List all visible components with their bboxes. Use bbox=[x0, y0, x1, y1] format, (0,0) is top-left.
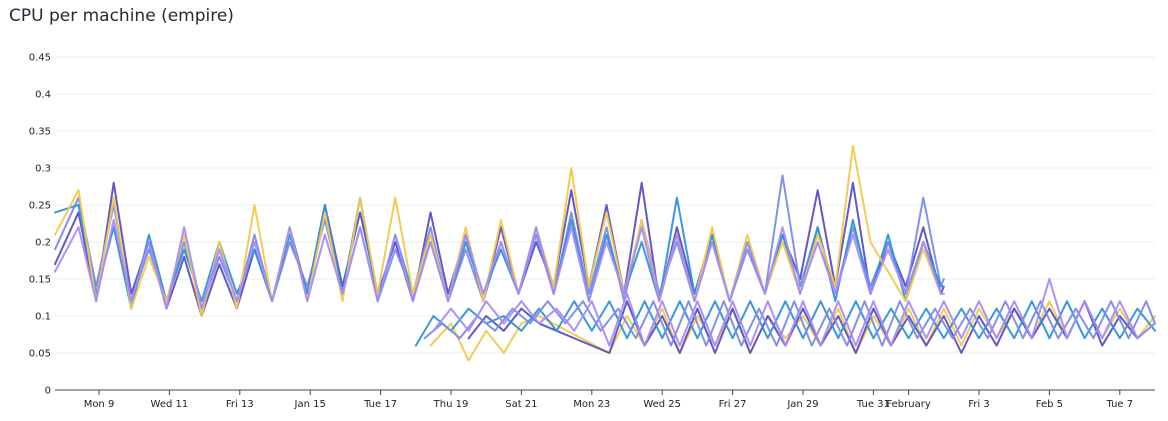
series-line-3 bbox=[54, 196, 945, 310]
series-line-10 bbox=[432, 278, 1156, 347]
y-tick-label: 0.25 bbox=[29, 201, 51, 212]
x-tick-label: Thu 19 bbox=[433, 399, 469, 410]
x-tick-label: February bbox=[886, 399, 930, 410]
x-tick-label: Wed 25 bbox=[643, 399, 681, 410]
y-tick-label: 0.15 bbox=[29, 275, 51, 286]
x-tick-label: Wed 11 bbox=[151, 399, 189, 410]
y-tick-label: 0.4 bbox=[35, 90, 51, 101]
series-lines bbox=[54, 144, 1156, 362]
x-tick-label: Sat 21 bbox=[505, 399, 537, 410]
series-line-5 bbox=[54, 218, 945, 310]
series-line-8 bbox=[414, 300, 1156, 347]
x-tick-label: Tue 17 bbox=[363, 399, 397, 410]
x-tick-label: Feb 5 bbox=[1036, 399, 1063, 410]
y-tick-label: 0 bbox=[45, 386, 51, 397]
x-tick-label: Fri 3 bbox=[968, 399, 989, 410]
x-tick-label: Mon 9 bbox=[84, 399, 115, 410]
y-tick-label: 0.05 bbox=[29, 349, 51, 360]
series-line-9 bbox=[423, 300, 1156, 347]
y-axis-ticks: 0 0.05 0.1 0.15 0.2 0.25 0.3 0.35 0.4 0.45 bbox=[29, 53, 51, 397]
x-tick-label: Jan 15 bbox=[294, 399, 326, 410]
y-tick-label: 0.2 bbox=[35, 238, 51, 249]
x-axis-ticks: Mon 9 Wed 11 Fri 13 Jan 15 Tue 17 Thu 19 Sat 2… bbox=[84, 390, 1133, 410]
y-tick-label: 0.35 bbox=[29, 127, 51, 138]
y-tick-label: 0.3 bbox=[35, 164, 51, 175]
x-tick-label: Tue 7 bbox=[1105, 399, 1133, 410]
x-tick-label: Jan 29 bbox=[786, 399, 818, 410]
x-tick-label: Fri 27 bbox=[719, 399, 747, 410]
x-tick-label: Tue 31 bbox=[856, 399, 890, 410]
chart-title: CPU per machine (empire) bbox=[9, 6, 234, 26]
x-tick-label: Fri 13 bbox=[226, 399, 254, 410]
y-tick-label: 0.1 bbox=[35, 312, 51, 323]
series-line-7 bbox=[467, 300, 1156, 354]
y-tick-label: 0.45 bbox=[29, 53, 51, 64]
x-tick-label: Mon 23 bbox=[573, 399, 610, 410]
